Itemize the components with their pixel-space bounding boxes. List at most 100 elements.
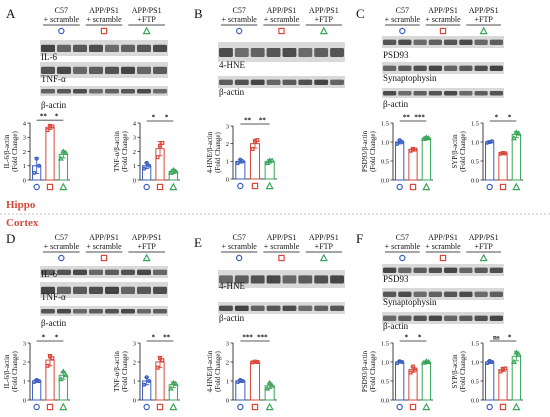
group-treatment: +FTP xyxy=(475,15,494,24)
y-tick-label: 3 xyxy=(23,135,26,142)
blot-band xyxy=(459,315,473,321)
data-point xyxy=(158,143,163,148)
x-category-marker xyxy=(486,183,493,191)
group-name: C57 xyxy=(55,6,68,15)
data-point xyxy=(503,151,508,156)
blot-band xyxy=(330,48,344,57)
group-treatment: + scramble xyxy=(264,15,300,24)
data-point xyxy=(167,385,174,391)
blot-band xyxy=(282,79,297,85)
blot-band xyxy=(428,267,442,273)
group-treatment: + scramble xyxy=(221,242,257,251)
x-category-marker xyxy=(143,403,150,411)
x-category-marker xyxy=(169,402,178,411)
y-axis-label-unit: (Fold Change) xyxy=(459,351,467,392)
blot-band xyxy=(444,39,458,45)
data-point xyxy=(515,351,522,357)
x-category-marker xyxy=(33,183,40,191)
square-marker xyxy=(100,254,108,262)
data-point xyxy=(144,375,149,380)
bar-0 xyxy=(395,361,405,401)
panel-letter: D xyxy=(6,231,15,246)
x-category-marker xyxy=(169,182,178,191)
blot-band xyxy=(398,39,412,45)
blot-background xyxy=(382,264,504,276)
data-point xyxy=(170,166,177,173)
blot-band xyxy=(444,65,458,71)
blot-band xyxy=(137,286,151,294)
data-point xyxy=(264,159,271,166)
significance-label: * xyxy=(508,334,512,342)
blot-strip xyxy=(40,282,168,298)
blot-band xyxy=(383,39,397,45)
blot-background xyxy=(382,36,504,48)
data-point xyxy=(155,155,160,160)
blot-band xyxy=(282,305,297,311)
blot-strip xyxy=(40,306,168,316)
y-tick-label: 1.0 xyxy=(381,139,389,146)
blot-band xyxy=(153,286,167,294)
blot-band xyxy=(41,89,55,94)
y-axis-label-unit: (Fold Change) xyxy=(11,131,19,172)
x-category-marker xyxy=(486,403,493,411)
blot-band xyxy=(73,309,87,314)
blot-band xyxy=(398,267,412,273)
x-category-marker xyxy=(237,403,244,411)
blot-band xyxy=(234,305,249,311)
blot-band xyxy=(489,267,503,273)
blot-band xyxy=(474,267,488,273)
blot-strip xyxy=(40,40,168,56)
bar-chart-E-7: 0 1 2 3 4-HNE/β-actin (Fold Change) *** *** xyxy=(206,334,277,411)
x-category-marker xyxy=(59,182,68,191)
blot-band xyxy=(89,286,103,294)
group-treatment: +FTP xyxy=(138,242,157,251)
data-point xyxy=(235,379,240,384)
data-point xyxy=(57,375,64,382)
blot-band xyxy=(459,267,473,273)
blot-band xyxy=(105,44,119,52)
data-point xyxy=(172,168,179,174)
blot-strip xyxy=(40,86,168,96)
data-point xyxy=(45,363,50,368)
group-treatment: + scramble xyxy=(385,242,421,251)
data-point xyxy=(160,140,165,145)
blot-band xyxy=(41,66,55,74)
group-name: APP/PS1 xyxy=(89,6,119,15)
blot-band xyxy=(41,44,55,52)
group-name: APP/PS1 xyxy=(132,6,162,15)
blot-band xyxy=(105,269,119,275)
y-tick-label: 3 xyxy=(226,123,229,130)
data-point xyxy=(45,128,50,133)
circle-marker xyxy=(58,27,65,35)
data-point xyxy=(510,135,517,141)
blot-band xyxy=(383,291,397,297)
region-label-hippo: Hippo xyxy=(6,199,36,211)
data-point xyxy=(490,139,495,144)
y-axis-label: IL-6/β-actin xyxy=(3,354,11,388)
x-category-marker xyxy=(265,181,274,190)
x-category-marker xyxy=(396,183,403,191)
data-point xyxy=(32,379,37,384)
data-point xyxy=(400,360,405,365)
y-tick-label: 0.5 xyxy=(471,158,479,165)
bar-1 xyxy=(45,126,55,181)
data-point xyxy=(413,367,418,372)
x-category-marker xyxy=(499,183,507,191)
blot-band xyxy=(57,269,71,275)
x-category-marker xyxy=(512,402,521,411)
blot-band xyxy=(444,267,458,273)
blot-label: β-actin xyxy=(383,321,409,331)
significance-label: ** xyxy=(163,334,171,342)
bar-2 xyxy=(421,137,431,181)
bar-2 xyxy=(511,133,521,181)
blot-band xyxy=(314,305,329,311)
y-tick-label: 2 xyxy=(226,141,229,148)
data-point xyxy=(264,385,271,391)
y-axis-label: PSD93/β-actin xyxy=(361,350,369,392)
significance-label: ns xyxy=(493,334,500,342)
blot-label: β-actin xyxy=(383,99,409,109)
data-point xyxy=(510,358,517,364)
blot-band xyxy=(121,89,135,94)
y-axis-label: IL-6/β-actin xyxy=(3,134,11,168)
